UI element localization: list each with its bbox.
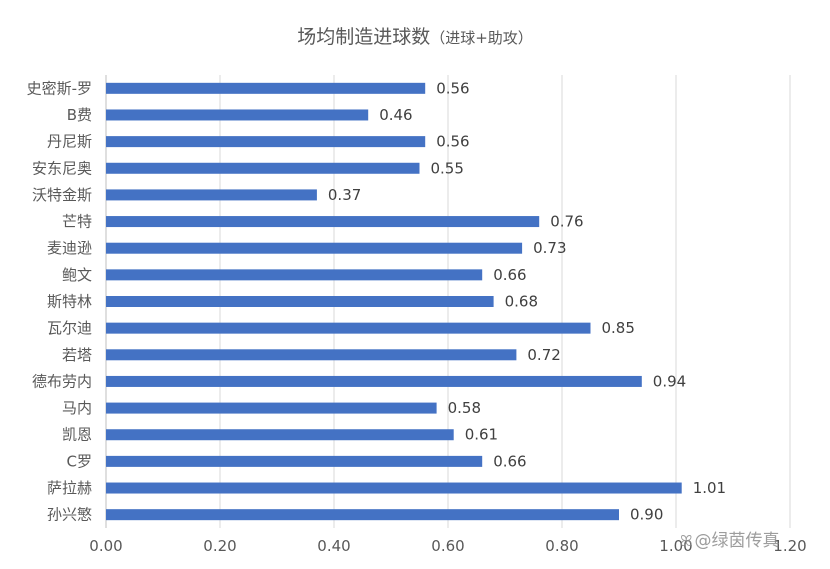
value-labels: 0.56 0.46 0.56 0.55 0.37 0.76 0.73 0.66 0.68 0.85…	[328, 79, 726, 523]
data-label: 0.37	[328, 186, 361, 204]
category-label: 史密斯-罗	[27, 79, 92, 97]
category-label: 凯恩	[62, 426, 92, 444]
bar	[106, 482, 682, 494]
category-label: 鲍文	[62, 266, 92, 284]
category-label: 丹尼斯	[47, 133, 92, 151]
data-label: 0.55	[431, 159, 464, 177]
data-label: 0.56	[436, 133, 469, 151]
bar	[106, 349, 517, 361]
weibo-icon: ꕤ	[680, 532, 693, 550]
bar	[106, 269, 483, 281]
category-label: 安东尼奥	[32, 159, 92, 177]
data-label: 1.01	[693, 479, 726, 497]
category-label: 麦迪逊	[47, 239, 92, 257]
x-tick-label: 0.20	[203, 537, 236, 555]
bar	[106, 429, 454, 441]
x-tick-label: 0.80	[545, 537, 578, 555]
data-label: 0.72	[527, 346, 560, 364]
data-label: 0.61	[465, 426, 498, 444]
bar	[106, 109, 369, 121]
category-label: B费	[67, 106, 92, 124]
bar	[106, 455, 483, 467]
category-label: 萨拉赫	[47, 479, 92, 497]
data-label: 0.56	[436, 79, 469, 97]
data-label: 0.94	[653, 372, 686, 390]
bar	[106, 296, 494, 307]
x-tick-label: 0.40	[317, 537, 350, 555]
data-label: 0.66	[493, 452, 526, 470]
category-label: 孙兴慜	[47, 506, 92, 524]
category-label: 德布劳内	[32, 372, 92, 390]
data-label: 0.76	[550, 213, 583, 231]
chart-subtitle: （进球+助攻）	[430, 29, 533, 47]
x-tick-label: 1.00	[659, 537, 692, 555]
bar	[106, 322, 591, 334]
chart-title-main: 场均制造进球数	[297, 26, 431, 48]
data-label: 0.66	[493, 266, 526, 284]
data-label: 0.85	[602, 319, 635, 337]
gridlines	[105, 75, 791, 528]
data-label: 0.68	[505, 293, 538, 311]
bar	[106, 136, 426, 148]
x-axis-tick-labels: 0.00 0.20 0.40 0.60 0.80 1.00 1.20	[89, 537, 806, 555]
data-label: 0.58	[448, 399, 481, 417]
bars	[106, 82, 682, 521]
bar	[106, 216, 540, 228]
watermark-text: @绿茵传真	[694, 531, 780, 551]
data-label: 0.46	[379, 106, 412, 124]
category-labels: 史密斯-罗 B费丹尼斯安东尼奥沃特金斯芒特麦迪逊鲍文斯特林瓦尔迪若塔德布劳内马内凯…	[27, 79, 92, 523]
bar	[106, 375, 642, 387]
category-label: 若塔	[62, 346, 92, 364]
category-label: 芒特	[62, 213, 92, 231]
bar	[106, 509, 619, 521]
x-tick-label: 1.20	[773, 537, 806, 555]
category-label: 瓦尔迪	[47, 319, 92, 337]
chart-title: 场均制造进球数（进球+助攻）	[0, 22, 830, 49]
bar	[106, 242, 523, 254]
category-label: C罗	[67, 452, 92, 470]
bar	[106, 82, 426, 94]
category-label: 沃特金斯	[32, 186, 92, 204]
bar	[106, 189, 317, 201]
category-label: 马内	[62, 399, 92, 417]
data-label: 0.90	[630, 506, 663, 524]
data-label: 0.73	[533, 239, 566, 257]
x-tick-label: 0.00	[89, 537, 122, 555]
watermark: ꕤ @绿茵传真	[680, 526, 779, 551]
bar	[106, 162, 420, 174]
x-tick-label: 0.60	[431, 537, 464, 555]
bar	[106, 402, 437, 414]
category-label: 斯特林	[47, 293, 92, 311]
